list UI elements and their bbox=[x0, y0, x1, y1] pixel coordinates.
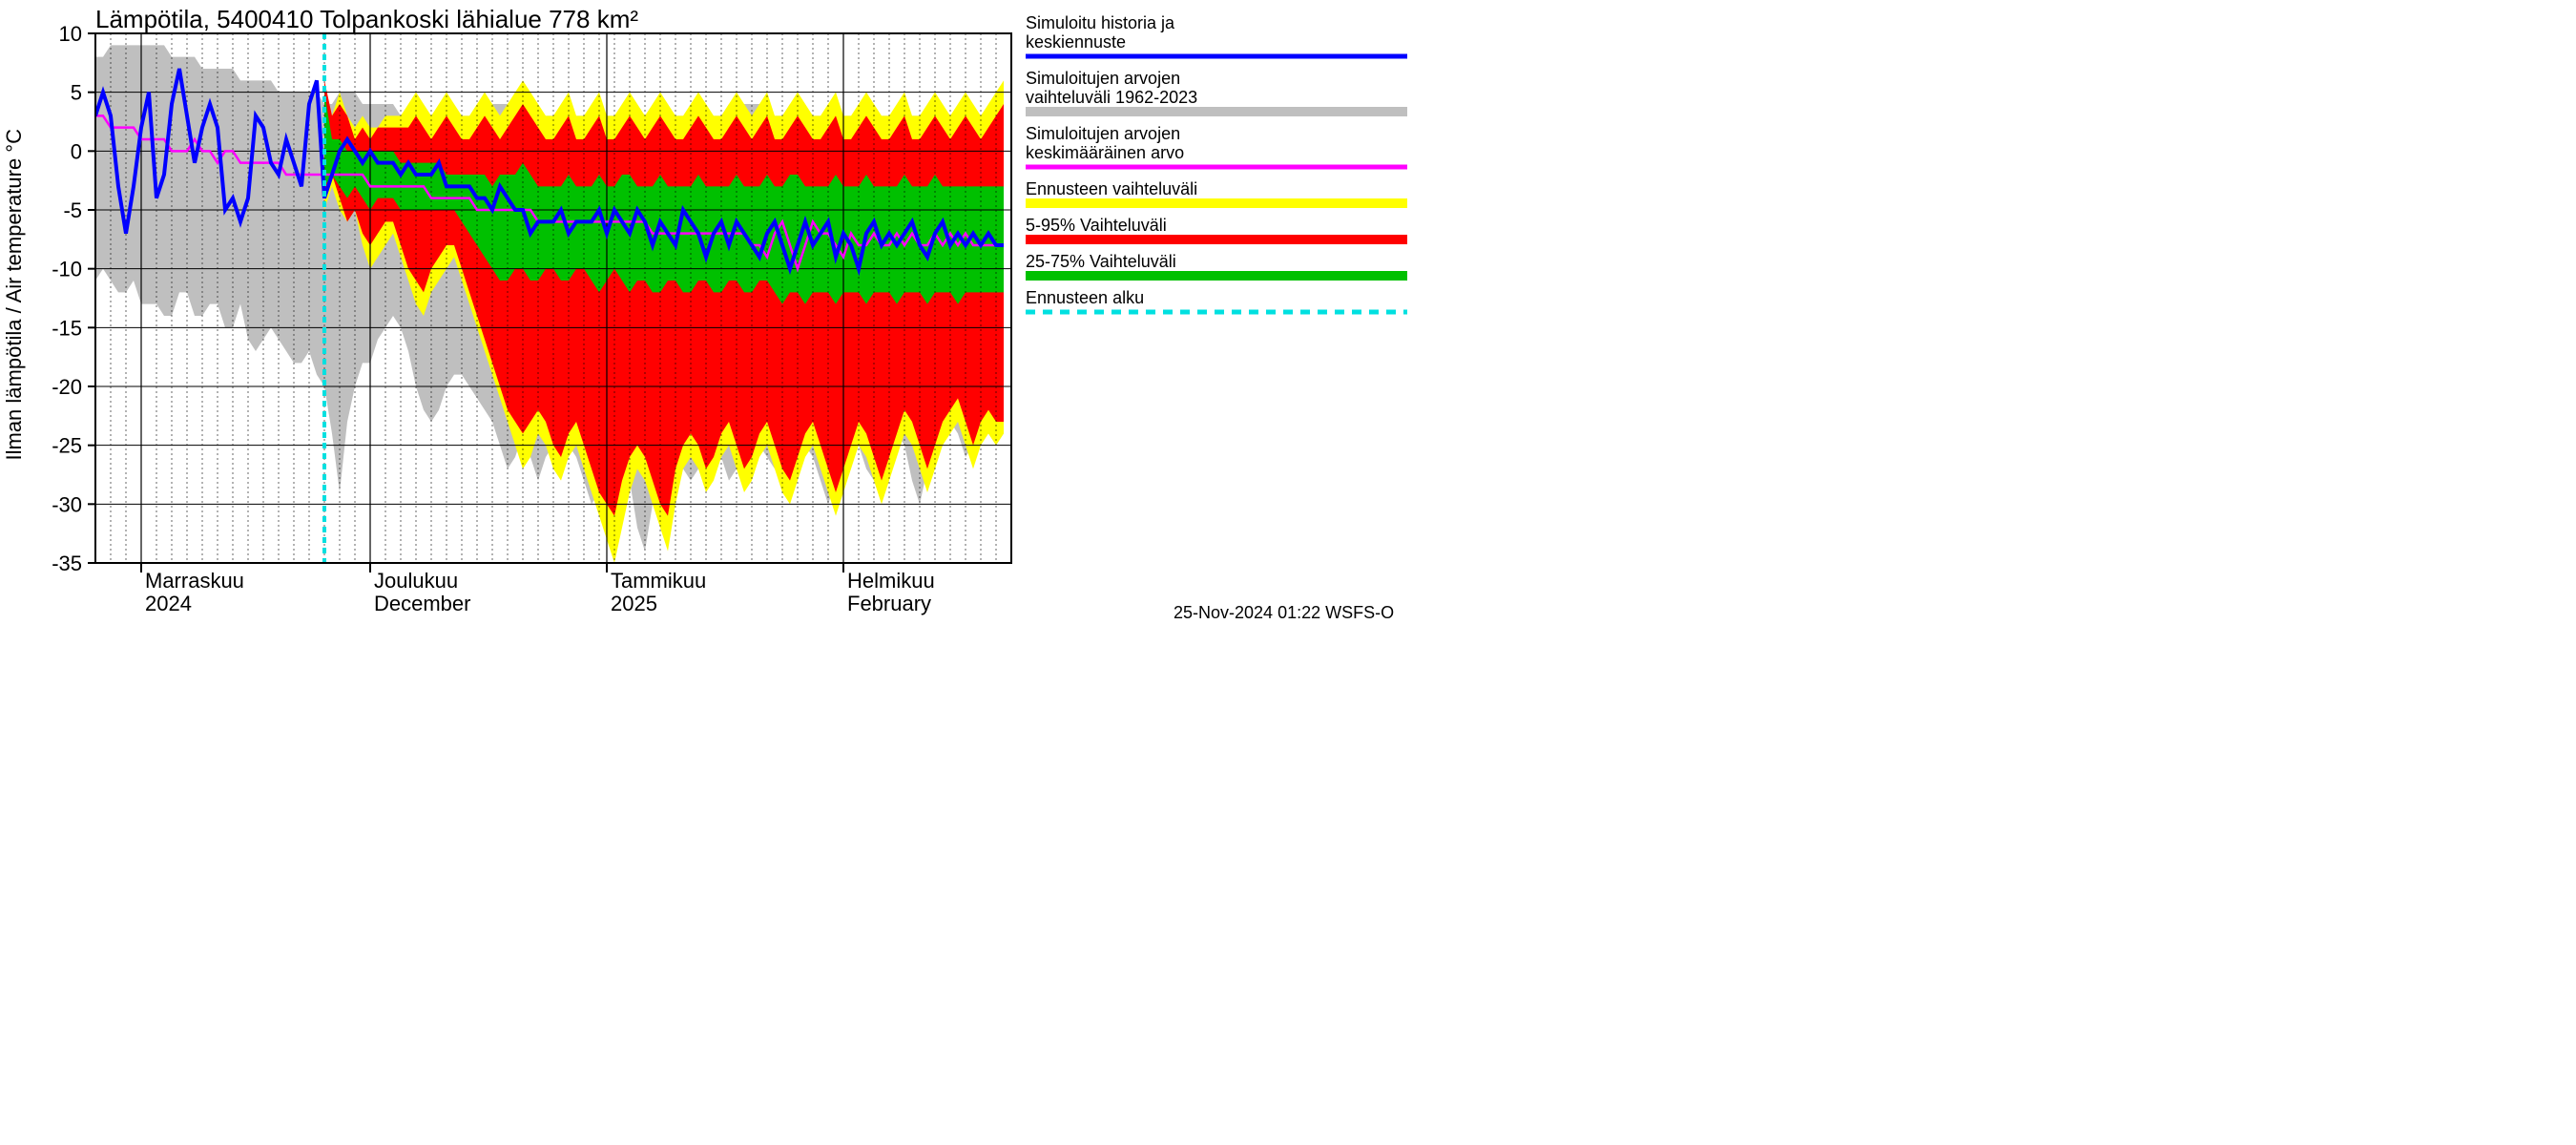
y-axis-label: Ilman lämpötila / Air temperature °C bbox=[2, 129, 26, 461]
y-tick-label: -20 bbox=[52, 375, 82, 399]
y-tick-label: -30 bbox=[52, 492, 82, 516]
legend: Simuloitu historia jakeskiennuste Simuloi… bbox=[1026, 13, 1407, 312]
x-tick-sublabel: 2024 bbox=[145, 592, 192, 615]
y-tick-label: -15 bbox=[52, 316, 82, 340]
temperature-chart: -35 -30 -25 -20 -15 -10 -5 0 5 10 Marraskuu2024 Jou… bbox=[0, 0, 1431, 636]
legend-label: Simuloitu historia ja bbox=[1026, 13, 1175, 32]
legend-label: Simuloitujen arvojen bbox=[1026, 124, 1180, 143]
x-tick-label: Marraskuu bbox=[145, 569, 244, 593]
y-tick-label: 5 bbox=[71, 81, 82, 105]
x-tick-label: Joulukuu bbox=[374, 569, 458, 593]
legend-label: vaihteluväli 1962-2023 bbox=[1026, 88, 1197, 107]
x-tick-sublabel: December bbox=[374, 592, 470, 615]
legend-label: keskimääräinen arvo bbox=[1026, 143, 1184, 162]
y-tick-label: -10 bbox=[52, 258, 82, 281]
legend-label: 5-95% Vaihteluväli bbox=[1026, 216, 1167, 235]
legend-label: Ennusteen vaihteluväli bbox=[1026, 179, 1197, 198]
legend-label: 25-75% Vaihteluväli bbox=[1026, 252, 1176, 271]
y-tick-label: -25 bbox=[52, 434, 82, 458]
footer-timestamp: 25-Nov-2024 01:22 WSFS-O bbox=[1174, 603, 1394, 622]
legend-swatch bbox=[1026, 235, 1407, 244]
legend-swatch bbox=[1026, 271, 1407, 281]
y-tick-label: 0 bbox=[71, 139, 82, 163]
x-tick-label: Tammikuu bbox=[611, 569, 706, 593]
chart-title: Lämpötila, 5400410 Tolpankoski lähialue … bbox=[95, 5, 638, 33]
x-tick-sublabel: 2025 bbox=[611, 592, 657, 615]
legend-label: Ennusteen alku bbox=[1026, 288, 1144, 307]
legend-swatch bbox=[1026, 107, 1407, 116]
chart-container: { "chart": { "type": "line-area-timeseri… bbox=[0, 0, 1431, 636]
x-tick-sublabel: February bbox=[847, 592, 931, 615]
y-tick-label: -35 bbox=[52, 552, 82, 575]
legend-label: Simuloitujen arvojen bbox=[1026, 69, 1180, 88]
legend-label: keskiennuste bbox=[1026, 32, 1126, 52]
legend-swatch bbox=[1026, 198, 1407, 208]
x-tick-label: Helmikuu bbox=[847, 569, 935, 593]
y-tick-label: 10 bbox=[59, 22, 82, 46]
y-tick-label: -5 bbox=[63, 198, 82, 222]
